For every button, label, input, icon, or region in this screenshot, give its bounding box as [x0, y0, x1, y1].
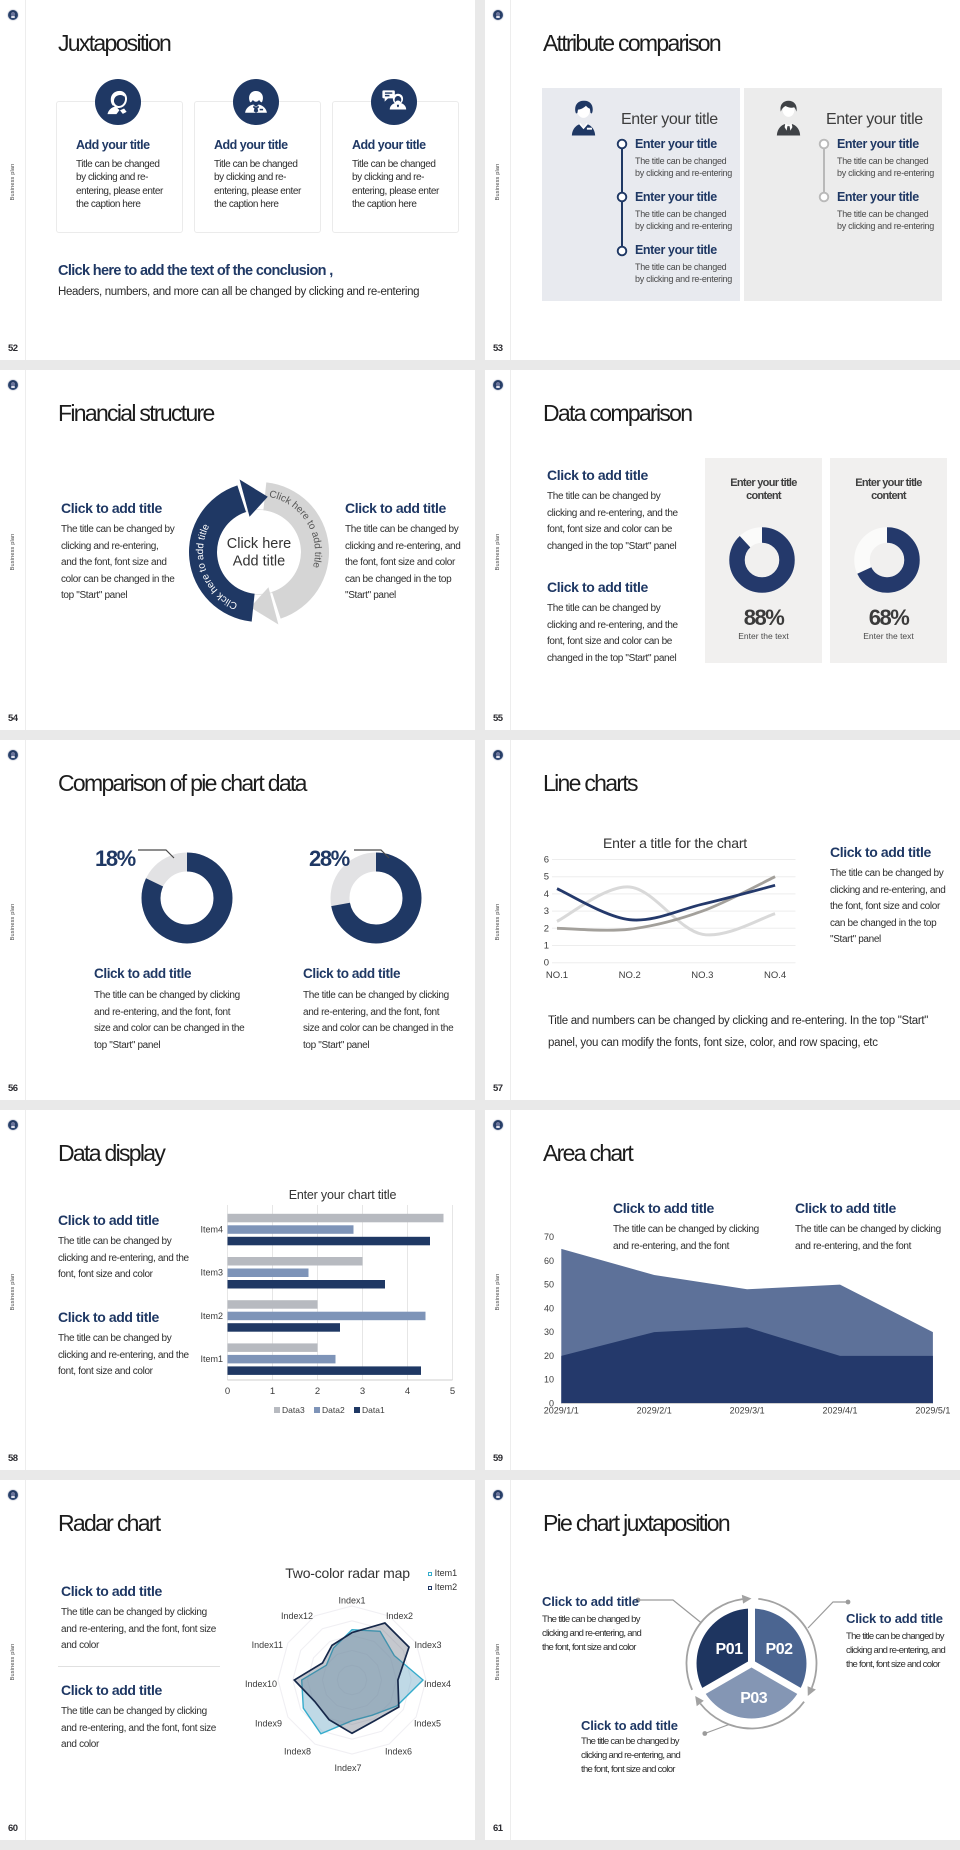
svg-text:Index2: Index2 — [386, 1611, 413, 1621]
svg-text:0: 0 — [544, 958, 549, 969]
svg-text:3: 3 — [544, 906, 549, 917]
svg-text:Index11: Index11 — [252, 1640, 283, 1650]
svg-text:0: 0 — [225, 1386, 230, 1397]
svg-text:2029/1/1: 2029/1/1 — [544, 1406, 579, 1416]
svg-text:Index3: Index3 — [415, 1640, 442, 1650]
svg-text:6: 6 — [544, 855, 549, 866]
svg-text:P01: P01 — [716, 1641, 744, 1658]
svg-text:70: 70 — [544, 1232, 554, 1242]
svg-text:10: 10 — [544, 1375, 554, 1385]
svg-text:Index8: Index8 — [284, 1747, 311, 1757]
svg-text:P02: P02 — [766, 1641, 794, 1658]
svg-text:Add title: Add title — [233, 554, 285, 570]
svg-text:5: 5 — [450, 1386, 455, 1397]
svg-text:Item1: Item1 — [200, 1354, 223, 1364]
svg-text:Click here: Click here — [227, 536, 291, 552]
svg-text:NO.3: NO.3 — [691, 970, 713, 981]
svg-text:50: 50 — [544, 1280, 554, 1290]
svg-text:Index12: Index12 — [281, 1611, 313, 1621]
svg-text:30: 30 — [544, 1327, 554, 1337]
svg-text:NO.1: NO.1 — [546, 970, 568, 981]
svg-text:2: 2 — [544, 923, 549, 934]
svg-text:Index1: Index1 — [338, 1596, 365, 1606]
svg-text:2029/2/1: 2029/2/1 — [637, 1406, 672, 1416]
svg-text:4: 4 — [405, 1386, 410, 1397]
svg-text:Data1: Data1 — [362, 1405, 385, 1415]
svg-text:60: 60 — [544, 1256, 554, 1266]
svg-text:2029/3/1: 2029/3/1 — [730, 1406, 765, 1416]
svg-text:Data2: Data2 — [322, 1405, 345, 1415]
svg-text:Item4: Item4 — [200, 1225, 223, 1235]
svg-text:4: 4 — [544, 889, 549, 900]
svg-text:Index6: Index6 — [385, 1747, 412, 1757]
svg-text:3: 3 — [360, 1386, 365, 1397]
svg-text:40: 40 — [544, 1303, 554, 1313]
svg-text:Index10: Index10 — [245, 1679, 277, 1689]
svg-text:Item3: Item3 — [200, 1268, 223, 1278]
svg-text:2029/5/1: 2029/5/1 — [915, 1406, 950, 1416]
svg-text:1: 1 — [270, 1386, 275, 1397]
svg-text:NO.2: NO.2 — [619, 970, 641, 981]
svg-text:Data3: Data3 — [282, 1405, 305, 1415]
svg-text:0: 0 — [549, 1399, 554, 1409]
svg-text:NO.4: NO.4 — [764, 970, 786, 981]
svg-text:2: 2 — [315, 1386, 320, 1397]
svg-text:P03: P03 — [740, 1690, 768, 1707]
svg-text:Index7: Index7 — [334, 1763, 361, 1773]
svg-text:2029/4/1: 2029/4/1 — [822, 1406, 857, 1416]
svg-text:Index4: Index4 — [424, 1679, 451, 1689]
svg-text:20: 20 — [544, 1351, 554, 1361]
svg-text:Item2: Item2 — [200, 1311, 223, 1321]
svg-text:5: 5 — [544, 872, 549, 883]
svg-text:1: 1 — [544, 941, 549, 952]
svg-text:Index5: Index5 — [414, 1719, 441, 1729]
svg-text:Index9: Index9 — [255, 1719, 282, 1729]
